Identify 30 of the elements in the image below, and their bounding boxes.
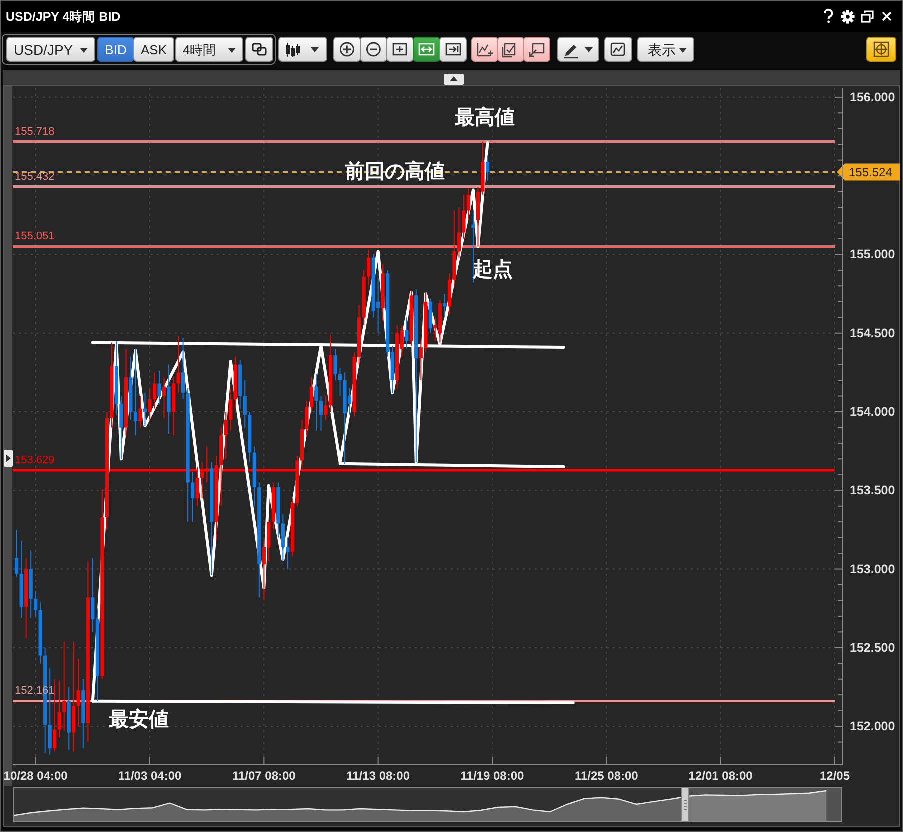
y-tick-label: 155.000 <box>850 248 896 262</box>
ref-line-label: 155.524 <box>849 165 893 180</box>
y-tick-label: 156.000 <box>850 90 896 104</box>
y-tick-label: 153.500 <box>850 484 896 498</box>
annotation: 前回の高値 <box>344 160 445 183</box>
chart-title: USD/JPY 4時間 BID <box>6 10 121 24</box>
annotation: 最高値 <box>454 106 515 129</box>
y-tick-label: 152.500 <box>850 640 896 655</box>
y-tick-label: 154.000 <box>850 404 896 419</box>
ref-line-label: 153.629 <box>15 454 55 466</box>
x-tick-label: 11/13 08:00 <box>346 769 410 783</box>
y-tick-label: 152.000 <box>850 720 896 734</box>
x-tick-label: 11/19 08:00 <box>460 769 525 783</box>
x-tick-label: 12/01 08:00 <box>688 769 754 783</box>
ref-line-label: 155.432 <box>15 170 55 183</box>
text: 4時間 <box>183 42 216 58</box>
text: BID <box>105 42 127 58</box>
annotation: 最安値 <box>108 708 169 731</box>
x-tick-label: 11/07 08:00 <box>232 769 296 783</box>
text: ASK <box>140 42 168 58</box>
y-tick-label: 154.500 <box>850 326 896 340</box>
y-tick-label: 153.000 <box>850 562 896 576</box>
x-tick-label: 12/05 <box>820 769 850 783</box>
x-tick-label: 11/03 04:00 <box>118 769 182 783</box>
ref-line-label: 155.718 <box>15 126 55 138</box>
text: USD/JPY <box>14 42 74 58</box>
x-tick-label: 10/28 04:00 <box>4 769 68 783</box>
text: 表示 <box>648 42 676 58</box>
ref-line-label: 155.051 <box>15 230 55 243</box>
x-tick-label: 11/25 08:00 <box>574 769 639 783</box>
